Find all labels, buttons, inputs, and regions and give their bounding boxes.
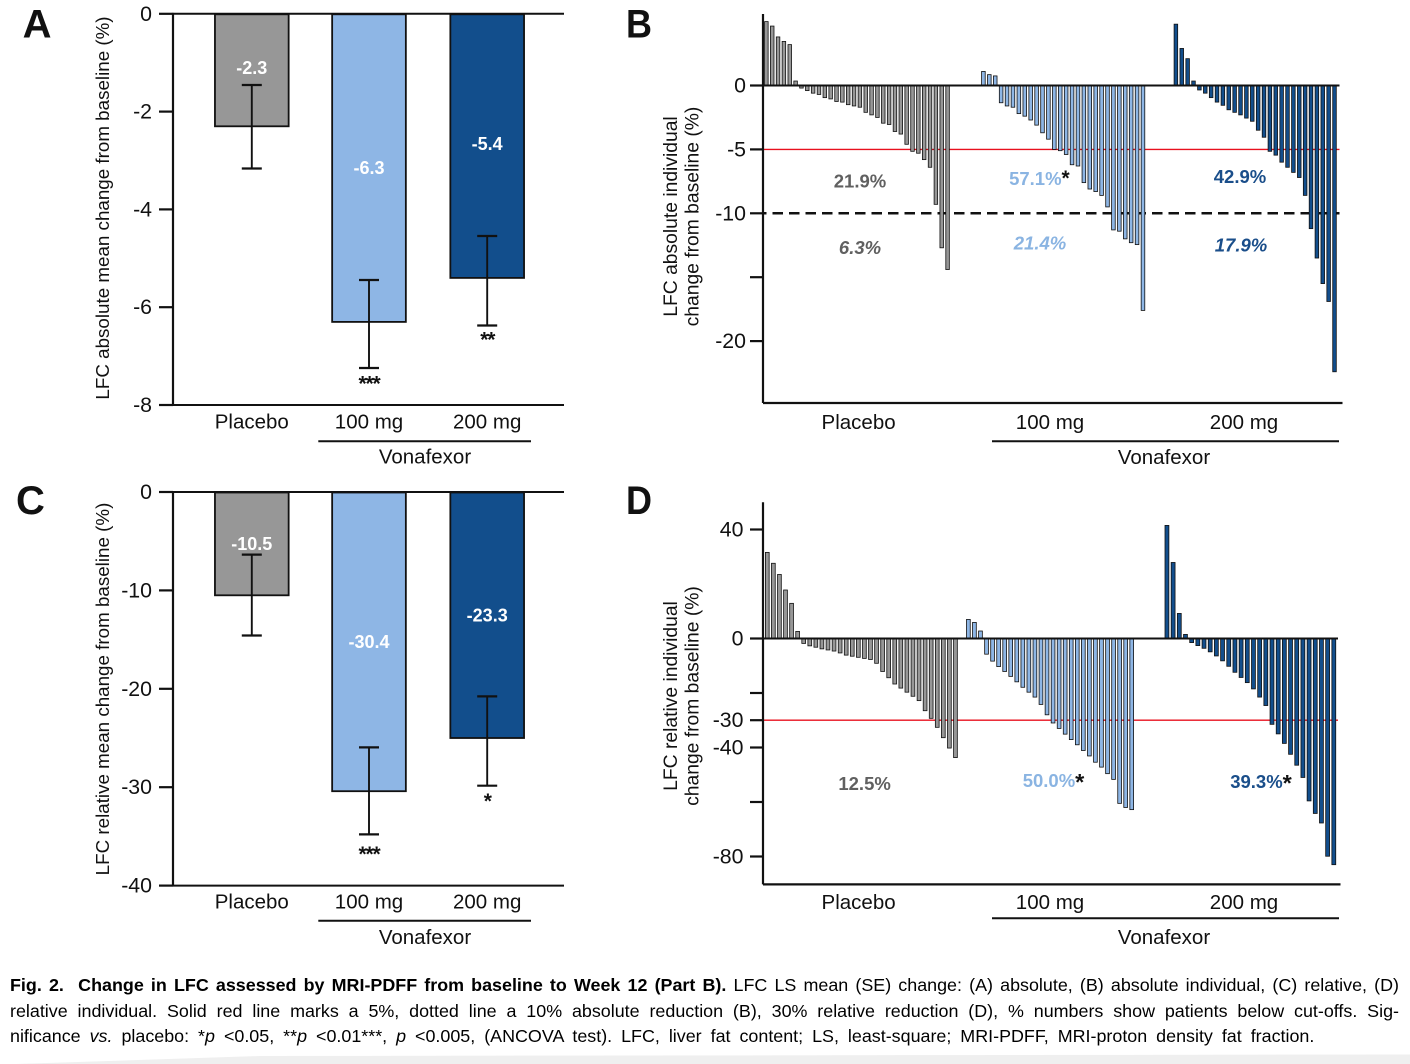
svg-text:Placebo: Placebo	[822, 891, 896, 914]
svg-text:200 mg: 200 mg	[453, 411, 521, 434]
svg-text:C: C	[16, 479, 45, 523]
svg-text:39.3%*: 39.3%*	[1230, 770, 1292, 796]
svg-text:-30: -30	[121, 775, 152, 799]
svg-text:50.0%*: 50.0%*	[1023, 769, 1085, 795]
svg-text:LFC relative individual: LFC relative individual	[661, 601, 682, 791]
svg-text:100 mg: 100 mg	[335, 891, 403, 914]
svg-text:-10: -10	[121, 578, 152, 602]
svg-text:**: **	[480, 329, 496, 352]
svg-text:100 mg: 100 mg	[1016, 891, 1084, 914]
svg-text:Vonafexor: Vonafexor	[379, 926, 471, 949]
svg-text:-8: -8	[133, 393, 152, 417]
svg-text:0: 0	[140, 480, 152, 504]
svg-text:***: ***	[359, 843, 382, 866]
svg-text:-6: -6	[133, 295, 152, 319]
svg-text:200 mg: 200 mg	[1210, 411, 1278, 434]
svg-text:57.1%*: 57.1%*	[1009, 167, 1070, 190]
svg-text:21.4%: 21.4%	[1013, 232, 1066, 253]
svg-text:12.5%: 12.5%	[838, 773, 890, 794]
svg-text:200 mg: 200 mg	[1210, 891, 1278, 914]
svg-text:0: 0	[734, 74, 746, 98]
svg-text:A: A	[23, 3, 52, 47]
svg-text:Vonafexor: Vonafexor	[379, 446, 471, 469]
svg-text:Placebo: Placebo	[822, 411, 896, 434]
svg-text:*: *	[484, 790, 493, 813]
svg-text:0: 0	[140, 2, 152, 26]
svg-text:-40: -40	[121, 874, 152, 898]
svg-text:LFC absolute individual: LFC absolute individual	[661, 116, 682, 316]
svg-text:100 mg: 100 mg	[335, 411, 403, 434]
svg-text:21.9%: 21.9%	[834, 170, 886, 191]
svg-text:100 mg: 100 mg	[1016, 411, 1084, 434]
svg-text:change from baseline (%): change from baseline (%)	[683, 586, 704, 806]
svg-text:Placebo: Placebo	[215, 891, 289, 914]
svg-text:200 mg: 200 mg	[453, 891, 521, 914]
svg-text:40: 40	[720, 518, 744, 542]
svg-text:6.3%: 6.3%	[839, 237, 881, 258]
svg-text:-20: -20	[121, 677, 152, 701]
svg-text:***: ***	[359, 373, 382, 396]
svg-text:-30: -30	[713, 708, 744, 732]
svg-text:-5: -5	[727, 137, 746, 161]
svg-text:LFC absolute mean change from: LFC absolute mean change from baseline (…	[92, 16, 113, 399]
svg-text:D: D	[626, 479, 652, 523]
svg-text:-2: -2	[133, 100, 152, 124]
svg-text:-6.3: -6.3	[353, 158, 384, 178]
svg-text:-23.3: -23.3	[467, 606, 508, 626]
svg-text:-10.5: -10.5	[231, 534, 272, 554]
svg-text:B: B	[626, 3, 652, 47]
svg-text:-5.4: -5.4	[472, 134, 503, 154]
svg-text:-30.4: -30.4	[348, 632, 389, 652]
svg-text:-80: -80	[713, 845, 744, 869]
svg-text:Vonafexor: Vonafexor	[1118, 446, 1210, 469]
svg-text:17.9%: 17.9%	[1215, 235, 1267, 256]
svg-text:-10: -10	[715, 201, 746, 225]
svg-text:Vonafexor: Vonafexor	[1118, 926, 1210, 949]
svg-text:-4: -4	[133, 197, 152, 221]
svg-text:-40: -40	[713, 736, 744, 760]
svg-text:42.9%: 42.9%	[1214, 166, 1266, 187]
svg-text:Placebo: Placebo	[215, 411, 289, 434]
svg-text:LFC relative mean change from: LFC relative mean change from baseline (…	[92, 503, 113, 876]
svg-text:change from baseline (%): change from baseline (%)	[683, 107, 704, 327]
svg-text:-2.3: -2.3	[236, 58, 267, 78]
svg-text:0: 0	[732, 627, 744, 651]
svg-text:-20: -20	[715, 329, 746, 353]
